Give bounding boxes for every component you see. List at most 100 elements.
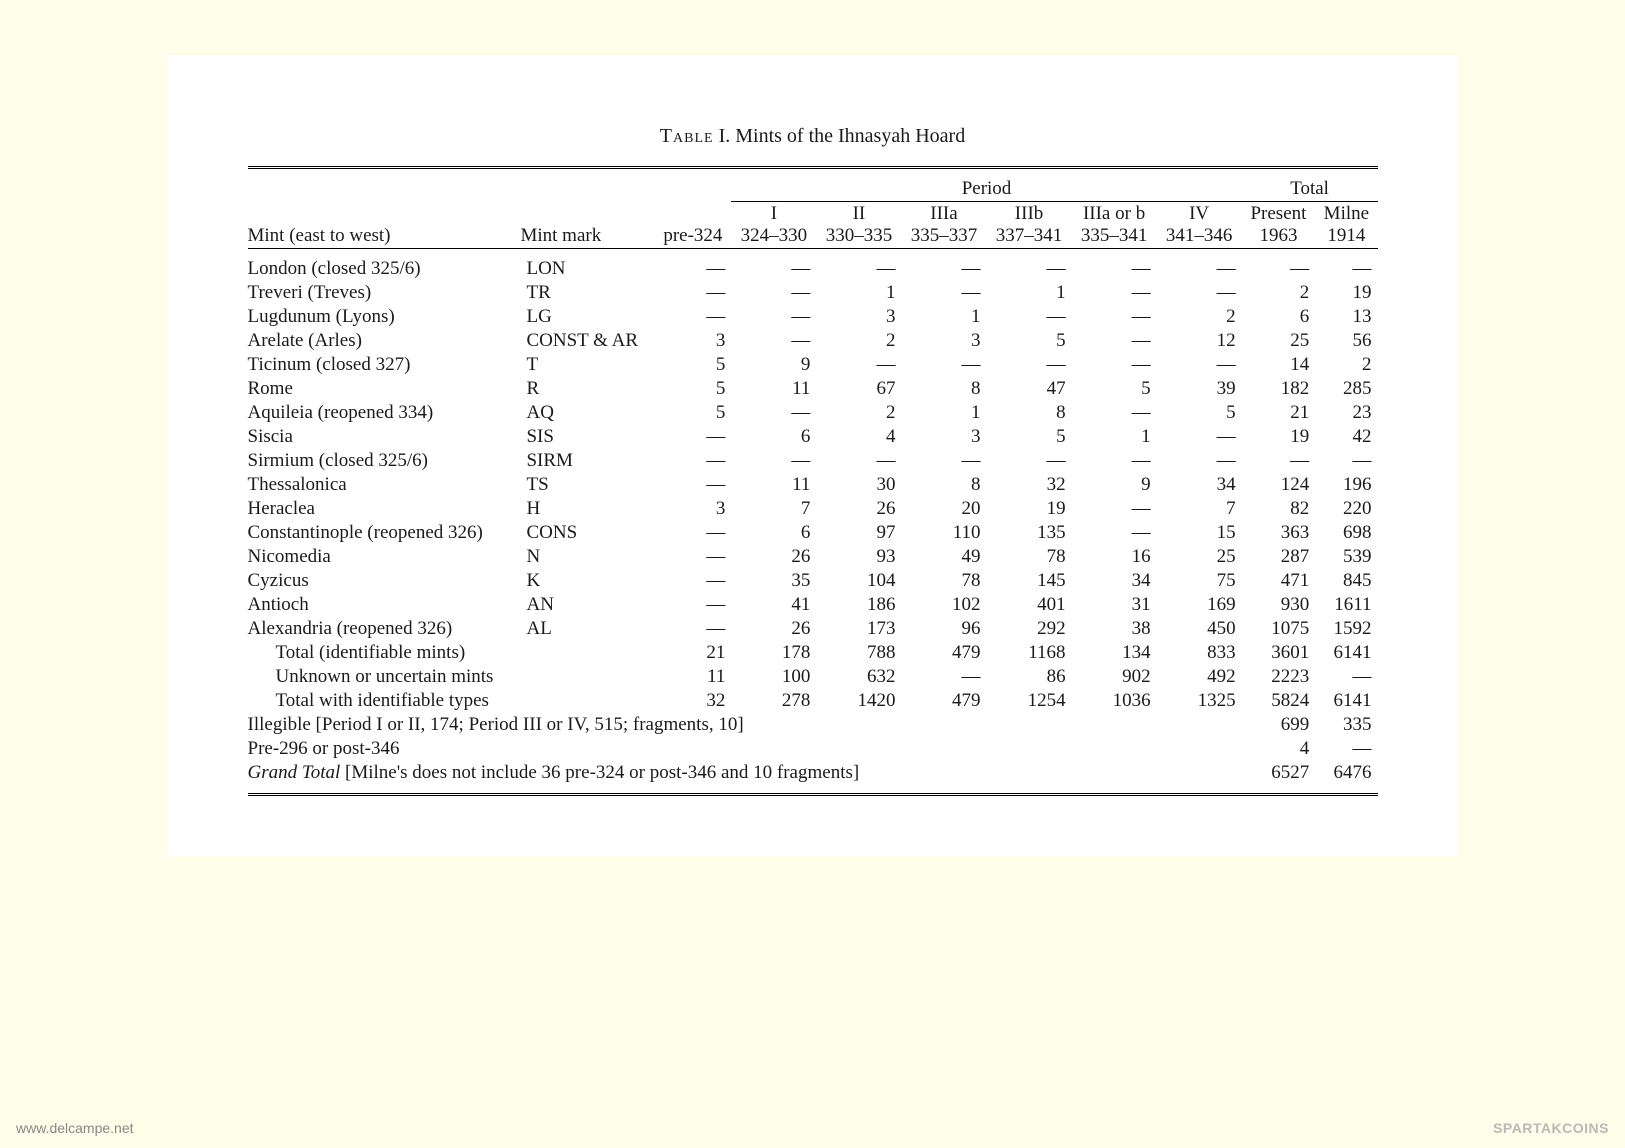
value-cell: 2 <box>1315 353 1377 377</box>
value-cell: — <box>1072 449 1157 473</box>
col-I: I324–330 <box>731 202 816 249</box>
value-cell: 15 <box>1157 521 1242 545</box>
value-cell: — <box>1157 257 1242 281</box>
value-cell: 14 <box>1242 353 1316 377</box>
value-cell: — <box>1072 497 1157 521</box>
mint-cell: Antioch <box>248 593 521 617</box>
table-body: London (closed 325/6)LON—————————Treveri… <box>248 249 1378 795</box>
value-cell: 20 <box>901 497 986 521</box>
value-cell: 93 <box>816 545 901 569</box>
value-cell: 135 <box>987 521 1072 545</box>
value-cell: 42 <box>1315 425 1377 449</box>
value-cell: 1 <box>901 305 986 329</box>
col-pre324: pre-324 <box>654 202 731 249</box>
mint-cell: Ticinum (closed 327) <box>248 353 521 377</box>
value-cell: 47 <box>987 377 1072 401</box>
value-cell: 3 <box>901 329 986 353</box>
mint-cell: Thessalonica <box>248 473 521 497</box>
value-cell: 699 <box>1242 713 1316 737</box>
value-cell: 7 <box>1157 497 1242 521</box>
value-cell: 11 <box>731 473 816 497</box>
value-cell: — <box>731 281 816 305</box>
value-cell: 34 <box>1157 473 1242 497</box>
table-row: London (closed 325/6)LON————————— <box>248 257 1378 281</box>
value-cell: 2223 <box>1242 665 1316 689</box>
value-cell: 21 <box>1242 401 1316 425</box>
value-cell: — <box>1072 281 1157 305</box>
value-cell: — <box>901 665 986 689</box>
value-cell: 12 <box>1157 329 1242 353</box>
value-cell: 49 <box>901 545 986 569</box>
value-cell: 3 <box>654 497 731 521</box>
watermark-delcampe: www.delcampe.net <box>16 1120 134 1136</box>
value-cell: — <box>654 449 731 473</box>
value-cell: 278 <box>731 689 816 713</box>
value-cell: 26 <box>816 497 901 521</box>
value-cell: 6 <box>1242 305 1316 329</box>
value-cell: 145 <box>987 569 1072 593</box>
mark-cell <box>520 641 654 665</box>
value-cell: — <box>987 353 1072 377</box>
value-cell: 6141 <box>1315 641 1377 665</box>
value-cell: 31 <box>1072 593 1157 617</box>
table-row: Illegible [Period I or II, 174; Period I… <box>248 713 1378 737</box>
value-cell: 2 <box>1157 305 1242 329</box>
table-row: Sirmium (closed 325/6)SIRM————————— <box>248 449 1378 473</box>
mint-cell: Total with identifiable types <box>248 689 521 713</box>
value-cell: — <box>1072 329 1157 353</box>
value-cell: 2 <box>1242 281 1316 305</box>
span-label-cell: Illegible [Period I or II, 174; Period I… <box>248 713 1242 737</box>
value-cell: 67 <box>816 377 901 401</box>
caption-prefix: Table <box>660 125 714 147</box>
value-cell: 11 <box>731 377 816 401</box>
table-row: Lugdunum (Lyons)LG——31——2613 <box>248 305 1378 329</box>
value-cell: 102 <box>901 593 986 617</box>
grand-total-label: Grand Total [Milne's does not include 36… <box>248 761 1242 785</box>
value-cell: 5824 <box>1242 689 1316 713</box>
mint-cell: Arelate (Arles) <box>248 329 521 353</box>
value-cell: 75 <box>1157 569 1242 593</box>
col-IIIa: IIIa335–337 <box>901 202 986 249</box>
value-cell: 1075 <box>1242 617 1316 641</box>
value-cell: 698 <box>1315 521 1377 545</box>
value-cell: 3601 <box>1242 641 1316 665</box>
mint-cell: London (closed 325/6) <box>248 257 521 281</box>
value-cell: 833 <box>1157 641 1242 665</box>
mark-cell: K <box>520 569 654 593</box>
table-row: Constantinople (reopened 326)CONS—697110… <box>248 521 1378 545</box>
value-cell: — <box>731 329 816 353</box>
value-cell: — <box>1072 401 1157 425</box>
grand-total-row: Grand Total [Milne's does not include 36… <box>248 761 1378 785</box>
value-cell: 134 <box>1072 641 1157 665</box>
value-cell: — <box>987 449 1072 473</box>
value-cell: — <box>654 281 731 305</box>
table-row: CyzicusK—35104781453475471845 <box>248 569 1378 593</box>
value-cell: — <box>654 305 731 329</box>
value-cell: — <box>654 425 731 449</box>
value-cell: 2 <box>816 401 901 425</box>
value-cell: 8 <box>901 377 986 401</box>
value-cell: 287 <box>1242 545 1316 569</box>
value-cell: 4 <box>816 425 901 449</box>
value-cell: — <box>901 257 986 281</box>
col-IV: IV341–346 <box>1157 202 1242 249</box>
mark-cell: SIS <box>520 425 654 449</box>
value-cell: 6141 <box>1315 689 1377 713</box>
col-milne: Milne1914 <box>1315 202 1377 249</box>
value-cell: — <box>654 257 731 281</box>
value-cell: — <box>1157 281 1242 305</box>
mark-cell: SIRM <box>520 449 654 473</box>
value-cell: 363 <box>1242 521 1316 545</box>
value-cell: — <box>1242 257 1316 281</box>
mint-cell: Nicomedia <box>248 545 521 569</box>
value-cell: 5 <box>654 353 731 377</box>
mark-cell: H <box>520 497 654 521</box>
value-cell: 6 <box>731 425 816 449</box>
value-cell: 788 <box>816 641 901 665</box>
mint-cell: Heraclea <box>248 497 521 521</box>
table-row: Ticinum (closed 327)T59—————142 <box>248 353 1378 377</box>
value-cell: — <box>987 305 1072 329</box>
value-cell: 292 <box>987 617 1072 641</box>
value-cell: — <box>1072 353 1157 377</box>
col-mint-mark: Mint mark <box>520 202 654 249</box>
